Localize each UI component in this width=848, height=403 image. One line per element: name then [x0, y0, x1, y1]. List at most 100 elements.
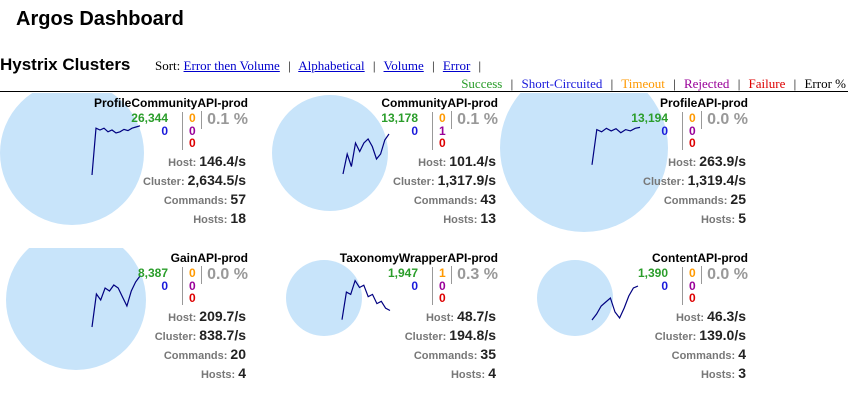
success-short-counts: 1,390 0 [638, 267, 668, 292]
sort-error-then-volume-link[interactable]: Error then Volume [183, 58, 280, 73]
success-short-counts: 26,344 0 [131, 112, 168, 137]
hosts-value: 5 [738, 210, 746, 226]
hosts-label: Hosts: [700, 369, 736, 381]
host-rate-value: 46.3/s [707, 308, 746, 324]
commands-value: 35 [480, 346, 496, 362]
commands-label: Commands: [163, 350, 228, 362]
failure-count: 0 [439, 136, 446, 150]
separator: | [288, 58, 291, 73]
short-circuited-count: 0 [661, 123, 668, 138]
host-rate-label: Host: [168, 312, 197, 324]
commands-label: Commands: [671, 350, 736, 362]
commands-label: Commands: [413, 350, 478, 362]
error-type-counts: 0 0 0 [682, 112, 699, 150]
cluster-rate-label: Cluster: [143, 176, 185, 188]
rejected-count: 0 [689, 123, 696, 138]
cluster-monitor: TaxonomyWrapperAPI-prod 1,947 0 1 0 0 0.… [250, 248, 498, 398]
commands-value: 57 [230, 191, 246, 207]
cluster-rate-label: Cluster: [393, 176, 435, 188]
cluster-rate-value: 2,634.5/s [187, 172, 246, 188]
hosts-stat: Hosts: 13 [443, 210, 496, 228]
rate-sparkline [341, 279, 391, 320]
sort-bar: Sort: Error then Volume | Alphabetical |… [155, 58, 486, 74]
host-rate-label: Host: [418, 157, 447, 169]
rate-sparkline [591, 285, 639, 321]
sort-volume-link[interactable]: Volume [383, 58, 424, 73]
hosts-stat: Hosts: 3 [701, 365, 746, 383]
failure-count: 0 [689, 291, 696, 305]
sort-alphabetical-link[interactable]: Alphabetical [298, 58, 365, 73]
rejected-count: 0 [189, 123, 196, 138]
commands-stat: Commands: 35 [414, 346, 496, 364]
timeout-count: 0 [689, 111, 696, 125]
error-percent: 0.3 % [451, 266, 498, 284]
volume-circle [500, 93, 668, 232]
success-count: 1,947 [387, 266, 418, 280]
commands-stat: Commands: 4 [672, 346, 746, 364]
error-percent: 0.1 % [451, 111, 498, 129]
hosts-stat: Hosts: 4 [201, 365, 246, 383]
rejected-count: 0 [439, 278, 446, 293]
host-rate-value: 48.7/s [457, 308, 496, 324]
volume-circle [6, 248, 146, 370]
rejected-count: 0 [189, 278, 196, 293]
hosts-value: 4 [238, 365, 246, 381]
commands-label: Commands: [663, 195, 728, 207]
monitor-chart [272, 95, 390, 211]
cluster-rate-value: 1,317.9/s [437, 172, 496, 188]
error-type-counts: 0 1 0 [432, 112, 449, 150]
cluster-monitor: CommunityAPI-prod 13,178 0 0 1 0 0.1 % H… [250, 93, 498, 243]
monitor-chart [6, 248, 146, 370]
success-count: 13,194 [631, 111, 668, 125]
timeout-count: 1 [439, 266, 446, 280]
legend-timeout: Timeout [621, 76, 665, 91]
commands-stat: Commands: 20 [164, 346, 246, 364]
commands-value: 43 [480, 191, 496, 207]
cluster-rate-stat: Cluster: 2,634.5/s [143, 172, 246, 190]
volume-circle [0, 93, 144, 225]
host-rate-value: 209.7/s [199, 308, 246, 324]
section-title: Hystrix Clusters [0, 55, 131, 74]
host-rate-stat: Host: 209.7/s [168, 308, 246, 326]
success-short-counts: 8,387 0 [138, 267, 168, 292]
host-rate-label: Host: [425, 312, 455, 324]
sort-label: Sort: [155, 58, 181, 73]
cluster-monitor: ProfileAPI-prod 13,194 0 0 0 0 0.0 % Hos… [500, 93, 748, 243]
separator: | [510, 76, 514, 91]
timeout-count: 0 [689, 266, 696, 280]
host-rate-stat: Host: 46.3/s [676, 308, 746, 326]
legend-failure: Failure [748, 76, 786, 91]
host-rate-label: Host: [168, 157, 197, 169]
rejected-count: 1 [439, 123, 446, 138]
separator: | [478, 58, 482, 73]
failure-count: 0 [189, 291, 196, 305]
short-circuited-count: 0 [411, 123, 418, 138]
success-short-counts: 13,178 0 [381, 112, 418, 137]
cluster-name: GainAPI-prod [170, 251, 248, 265]
cluster-rate-stat: Cluster: 139.0/s [655, 327, 746, 345]
hosts-label: Hosts: [193, 214, 228, 226]
sort-error-link[interactable]: Error [442, 58, 471, 73]
separator: | [673, 76, 676, 91]
success-count: 13,178 [381, 111, 418, 125]
hosts-value: 3 [738, 365, 746, 381]
hosts-label: Hosts: [450, 369, 486, 381]
cluster-rate-label: Cluster: [154, 331, 197, 343]
hosts-label: Hosts: [700, 214, 736, 226]
cluster-monitor: ContentAPI-prod 1,390 0 0 0 0 0.0 % Host… [500, 248, 748, 398]
hosts-value: 13 [480, 210, 496, 226]
host-rate-value: 146.4/s [199, 153, 246, 169]
cluster-rate-value: 139.0/s [699, 327, 746, 343]
hosts-stat: Hosts: 4 [451, 365, 496, 383]
short-circuited-count: 0 [161, 123, 168, 138]
commands-label: Commands: [163, 195, 228, 207]
cluster-monitor: GainAPI-prod 8,387 0 0 0 0 0.0 % Host: 20… [0, 248, 248, 398]
success-count: 26,344 [131, 111, 168, 125]
commands-label: Commands: [413, 195, 478, 207]
rate-sparkline [591, 126, 641, 165]
legend-success: Success [461, 76, 503, 91]
separator: | [737, 76, 741, 91]
success-count: 1,390 [637, 266, 668, 280]
separator: | [432, 58, 435, 73]
host-rate-label: Host: [675, 312, 705, 324]
